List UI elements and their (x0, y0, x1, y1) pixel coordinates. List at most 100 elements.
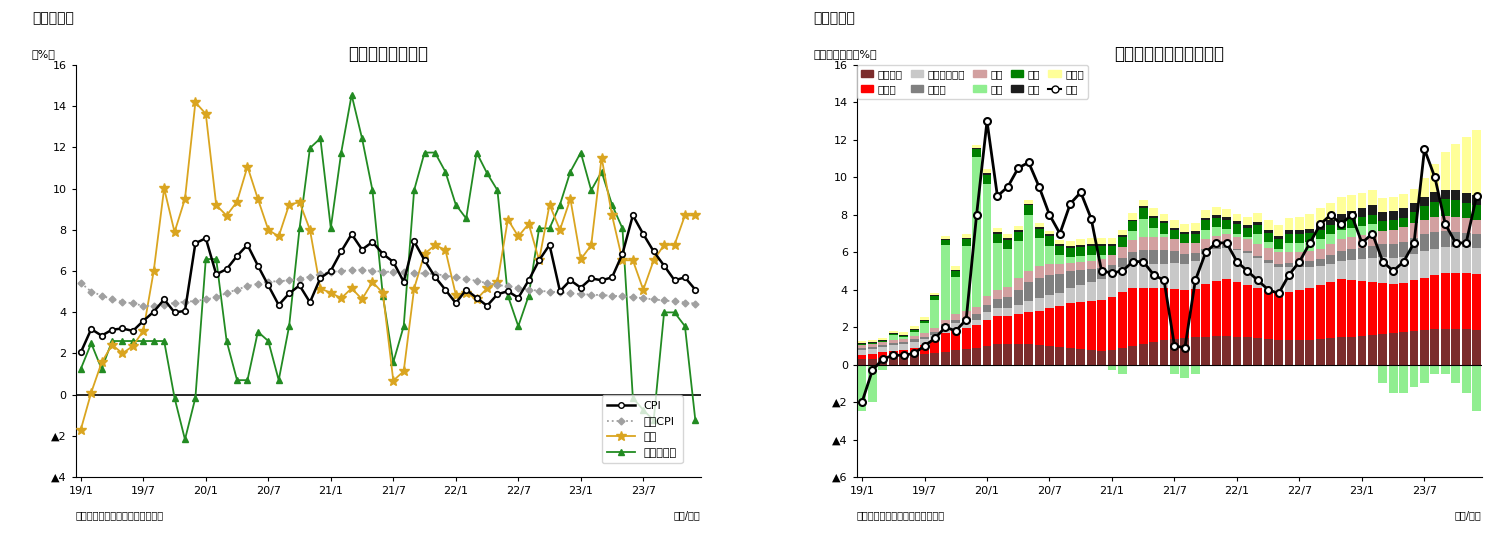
Bar (900, 334, 909, 335)
Bar (1379, 257, 1387, 283)
CPI (228, 253, 246, 259)
Bar (1358, 208, 1367, 217)
Bar (930, 300, 939, 328)
Bar (1473, 365, 1480, 411)
コアCPI (352, 266, 370, 273)
Bar (1409, 280, 1418, 331)
Bar (1452, 217, 1461, 231)
燃料・電力 (686, 417, 705, 424)
Bar (1264, 291, 1273, 339)
Bar (1275, 225, 1284, 236)
Bar (1399, 208, 1408, 218)
Bar (1462, 193, 1471, 203)
Bar (1473, 195, 1480, 204)
Bar (1337, 221, 1346, 230)
Bar (1253, 338, 1263, 365)
Bar (1108, 244, 1116, 246)
Bar (1211, 249, 1220, 281)
Bar (900, 332, 909, 334)
Bar (1420, 197, 1429, 207)
Bar (1015, 231, 1022, 241)
Bar (1077, 349, 1086, 365)
Bar (983, 184, 992, 296)
Bar (1181, 338, 1190, 365)
Bar (1347, 237, 1356, 249)
Bar (1275, 252, 1284, 263)
Bar (1024, 301, 1033, 312)
Bar (878, 342, 888, 345)
食品 (686, 212, 705, 218)
Bar (993, 228, 1002, 231)
Bar (857, 345, 866, 348)
Bar (1368, 215, 1377, 224)
燃料・電力 (478, 170, 496, 177)
Bar (1191, 253, 1199, 261)
CPI (457, 287, 475, 293)
Bar (1379, 283, 1387, 334)
Bar (1326, 244, 1335, 255)
Bar (1399, 257, 1408, 283)
Bar (1347, 280, 1356, 337)
Bar (1452, 190, 1461, 200)
Bar (1191, 223, 1199, 231)
Bar (951, 350, 960, 365)
Bar (1222, 280, 1231, 335)
Bar (1452, 365, 1461, 383)
Bar (1430, 329, 1439, 365)
Bar (1285, 340, 1293, 365)
Bar (1077, 239, 1086, 245)
Bar (1420, 178, 1429, 197)
Bar (1473, 220, 1480, 235)
Bar (1358, 259, 1367, 281)
CPI (71, 349, 89, 356)
Bar (1160, 263, 1169, 288)
Bar (857, 359, 866, 365)
Bar (1117, 267, 1126, 292)
Bar (1181, 365, 1190, 378)
Bar (878, 352, 888, 358)
Bar (1285, 243, 1293, 252)
Text: （図表１）: （図表１） (32, 11, 74, 25)
Bar (1326, 263, 1335, 282)
Bar (1055, 274, 1064, 293)
Bar (951, 320, 960, 324)
Bar (1160, 223, 1169, 234)
Bar (951, 270, 960, 271)
Bar (1149, 288, 1158, 342)
Bar (930, 332, 939, 334)
Bar (1149, 216, 1158, 218)
Bar (1441, 152, 1450, 190)
Bar (951, 329, 960, 350)
Bar (940, 240, 950, 245)
Bar (910, 329, 918, 330)
Bar (1202, 337, 1210, 365)
Bar (962, 239, 971, 246)
Bar (1211, 281, 1220, 335)
Bar (1452, 329, 1461, 365)
Bar (1066, 241, 1075, 246)
Bar (1004, 249, 1012, 287)
Line: 燃料・電力: 燃料・電力 (77, 92, 699, 443)
Bar (1296, 217, 1303, 230)
Bar (1264, 339, 1273, 365)
Bar (930, 293, 939, 295)
Bar (1034, 223, 1043, 227)
Bar (1409, 331, 1418, 365)
Bar (972, 325, 981, 348)
Bar (1452, 144, 1461, 190)
Bar (1202, 210, 1210, 218)
Text: （資料）インド統計・計画実施省: （資料）インド統計・計画実施省 (857, 510, 945, 520)
Bar (1399, 194, 1408, 208)
Bar (1128, 213, 1137, 220)
Bar (1452, 231, 1461, 247)
Bar (972, 145, 981, 149)
Bar (1128, 231, 1137, 240)
Bar (1473, 248, 1480, 274)
Bar (1473, 235, 1480, 248)
Bar (1149, 237, 1158, 250)
Bar (1087, 255, 1096, 261)
Bar (878, 347, 888, 352)
Bar (1098, 268, 1105, 280)
Bar (1222, 209, 1231, 217)
Bar (1253, 225, 1263, 235)
